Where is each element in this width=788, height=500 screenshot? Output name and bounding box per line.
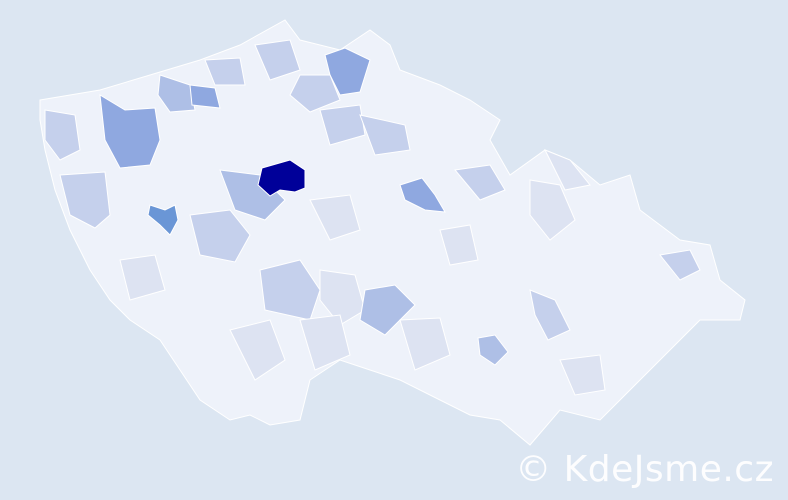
region-level4[interactable] (399, 177, 446, 213)
region-level1[interactable] (559, 354, 606, 396)
region-level1[interactable] (319, 269, 366, 326)
region-level2[interactable] (454, 164, 506, 201)
region-max[interactable] (257, 159, 306, 197)
region-level3[interactable] (219, 169, 286, 221)
region-level1[interactable] (299, 314, 351, 371)
region-level1[interactable] (229, 319, 286, 381)
region-level2[interactable] (529, 289, 571, 341)
region-level2[interactable] (659, 249, 701, 281)
region-level2[interactable] (254, 39, 301, 81)
region-level1[interactable] (543, 149, 591, 191)
region-level2[interactable] (319, 104, 366, 146)
region-level3[interactable] (477, 334, 509, 366)
region-level3[interactable] (157, 74, 196, 113)
region-level1[interactable] (119, 254, 166, 301)
region-level4[interactable] (99, 94, 161, 169)
region-level1[interactable] (529, 179, 576, 241)
region-level2[interactable] (204, 57, 246, 86)
region-level2[interactable] (59, 171, 111, 229)
region-level1[interactable] (309, 194, 361, 241)
region-level4[interactable] (189, 84, 221, 109)
region-level5[interactable] (147, 204, 179, 236)
region-level2[interactable] (359, 114, 411, 156)
region-level2[interactable] (44, 109, 81, 161)
region-level1[interactable] (399, 317, 451, 371)
region-level1[interactable] (439, 224, 479, 266)
region-level2[interactable] (259, 259, 321, 321)
region-level2[interactable] (189, 209, 251, 263)
country-outline (39, 19, 746, 446)
watermark: © KdeJsme.cz (515, 449, 774, 490)
region-level2[interactable] (289, 74, 341, 113)
